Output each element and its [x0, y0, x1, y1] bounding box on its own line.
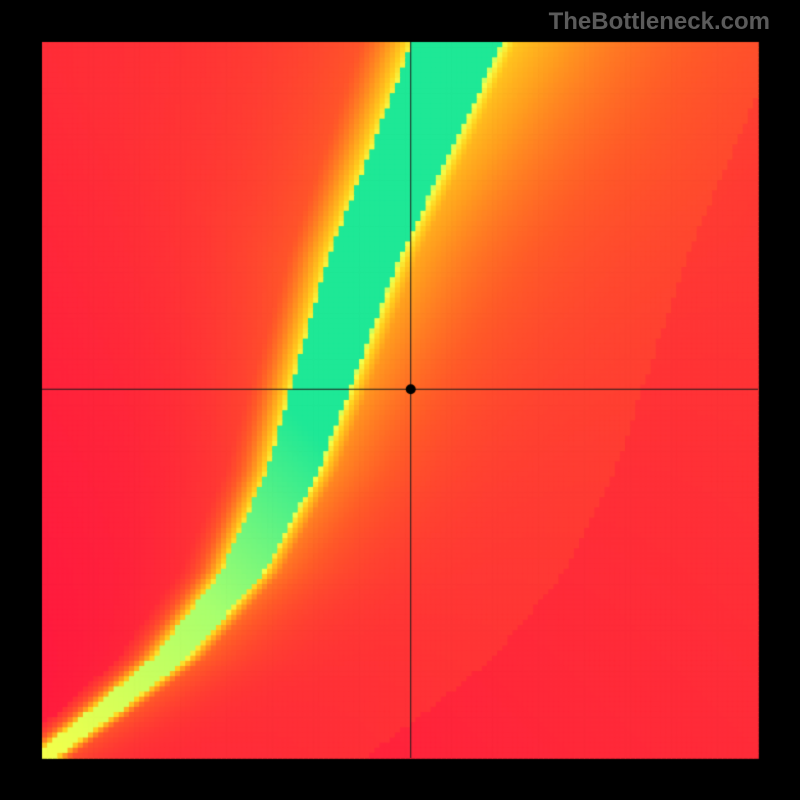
watermark-text: TheBottleneck.com: [549, 8, 770, 36]
chart-container: TheBottleneck.com: [0, 0, 800, 800]
bottleneck-heatmap: [0, 0, 800, 800]
